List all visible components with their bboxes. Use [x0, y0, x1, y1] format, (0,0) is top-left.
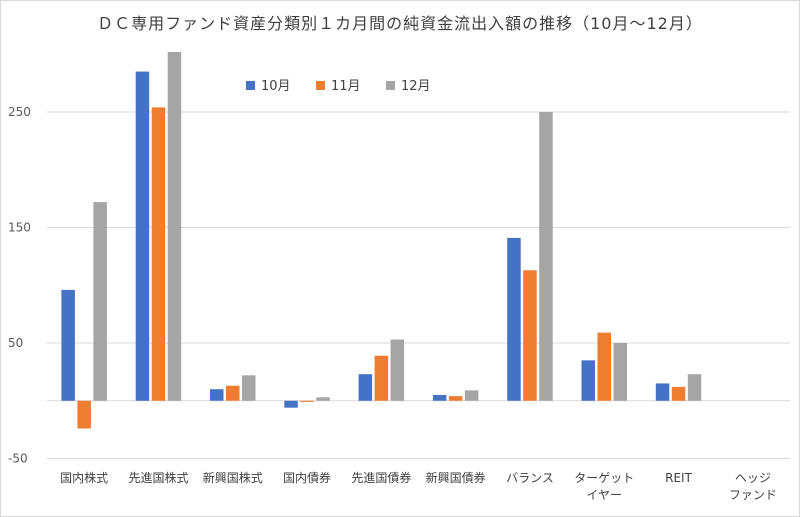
bar-8-series-3: [613, 343, 627, 401]
bar-7-series-1: [507, 237, 521, 401]
y-tick-label--50: -50: [8, 452, 28, 466]
category-label-4: 国内債券: [283, 470, 331, 485]
legend-label-series-3: 12月: [401, 79, 431, 94]
bar-2-series-2: [151, 107, 166, 401]
category-label-5: 先進国債券: [351, 470, 411, 485]
bar-6-series-1: [432, 394, 447, 401]
y-tick-label-250: 250: [8, 105, 31, 119]
bar-1-series-2: [77, 400, 91, 429]
bar-4-series-3: [316, 397, 330, 401]
bar-9-series-2: [671, 386, 686, 401]
legend-swatch-series-1: [246, 81, 255, 90]
bar-3-series-1: [210, 389, 224, 401]
bar-7-series-3: [539, 112, 553, 401]
legend-swatch-series-2: [316, 81, 325, 90]
category-label-1: 国内株式: [60, 470, 108, 485]
y-tick-labels: -50 50 150 250: [8, 105, 31, 466]
category-label-9: REIT: [665, 471, 692, 485]
category-label-8-line-1: ターゲット: [574, 471, 634, 485]
bar-4-series-2: [300, 400, 314, 402]
bar-6-series-2: [448, 396, 463, 401]
legend-item-series-3: 12月: [386, 75, 431, 94]
y-tick-label-150: 150: [8, 221, 31, 235]
category-label-8-line-2: イヤー: [586, 488, 622, 502]
bar-5-series-1: [358, 374, 373, 401]
category-label-3: 新興国株式: [203, 470, 263, 485]
chart-title: ＤＣ専用ファンド資産分類別１カ月間の純資金流出入額の推移（10月〜12月）: [97, 14, 703, 33]
category-label-6: 新興国債券: [426, 470, 486, 485]
bar-9-series-1: [655, 383, 670, 401]
bar-3-series-2: [226, 385, 240, 401]
bar-3-series-3: [242, 375, 256, 401]
category-label-7: バランス: [506, 471, 554, 485]
y-tick-label-50: 50: [8, 336, 23, 350]
category-label-2: 先進国株式: [128, 470, 188, 485]
bar-6-series-3: [464, 390, 479, 401]
bar-8-series-2: [597, 332, 611, 401]
bar-9-series-3: [687, 374, 702, 401]
bar-2-series-1: [135, 71, 150, 401]
bar-4-series-1: [284, 400, 298, 408]
legend-label-series-2: 11月: [331, 79, 361, 94]
category-labels: 国内株式 先進国株式 新興国株式 国内債券 先進国債券 新興国債券 バランス ターゲットイヤー…: [60, 470, 777, 502]
legend-swatch-series-3: [386, 81, 395, 90]
legend-label-series-1: 10月: [261, 79, 291, 94]
bar-1-series-1: [61, 289, 75, 401]
category-label-10-line-1: ヘッジ: [735, 471, 771, 485]
legend-item-series-1: 10月: [246, 75, 291, 94]
bar-1-series-3: [93, 202, 107, 401]
bar-8-series-1: [581, 360, 595, 401]
bar-7-series-2: [523, 270, 537, 401]
bars: [61, 51, 702, 429]
bar-5-series-3: [390, 339, 405, 401]
category-label-10-line-2: ファンド: [729, 488, 777, 502]
bar-5-series-2: [374, 355, 389, 401]
bar-2-series-3: [167, 51, 182, 401]
legend-item-series-2: 11月: [316, 75, 361, 94]
